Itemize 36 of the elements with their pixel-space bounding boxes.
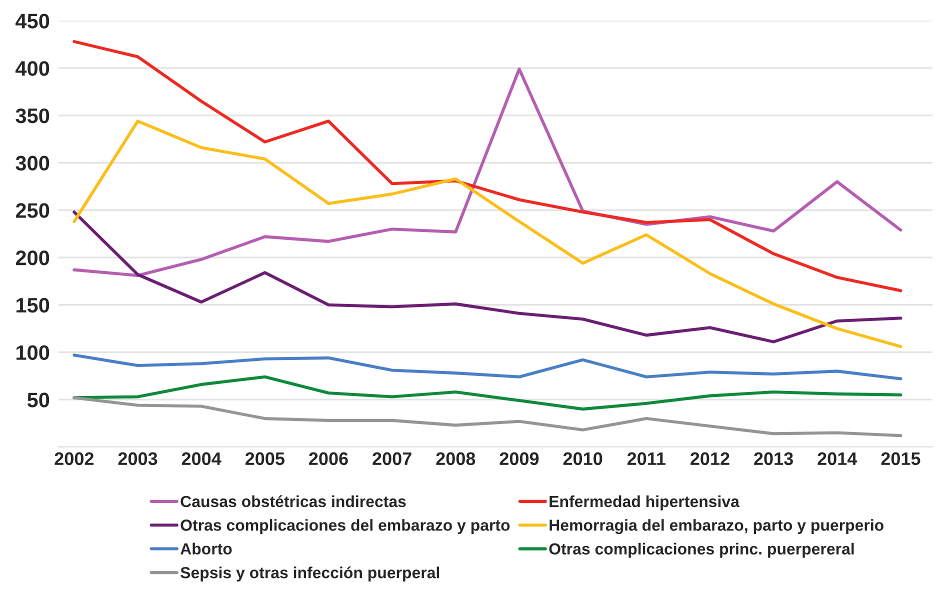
x-tick-label: 2005 xyxy=(245,452,284,466)
y-tick-label: 400 xyxy=(16,61,50,76)
legend-label: Aborto xyxy=(180,542,232,555)
x-tick-label: 2011 xyxy=(627,452,666,466)
x-tick-label: 2015 xyxy=(881,452,920,466)
line-series xyxy=(72,396,902,438)
y-tick-label: 300 xyxy=(16,156,50,171)
y-tick-label: 250 xyxy=(16,203,50,218)
legend-label: Enfermedad hipertensiva xyxy=(550,495,740,510)
x-tick-label: 2006 xyxy=(309,452,348,466)
y-tick-label: 450 xyxy=(16,14,50,28)
legend-label: Causas obstétricas indirectas xyxy=(180,495,406,508)
x-tick-label: 2007 xyxy=(372,452,412,466)
y-tick-label: 150 xyxy=(16,298,50,313)
legend-label: Sepsis y otras infección puerperal xyxy=(180,566,440,582)
x-tick-label: 2010 xyxy=(563,452,602,466)
y-tick-label: 50 xyxy=(27,392,50,408)
legend-label: Hemorragia del embarazo, parto y puerperio xyxy=(550,519,884,534)
x-tick-label: 2009 xyxy=(500,452,539,466)
x-tick-label: 2012 xyxy=(690,452,730,466)
x-tick-label: 2013 xyxy=(754,452,793,466)
x-tick-label: 2004 xyxy=(182,452,222,466)
x-tick-label: 2014 xyxy=(818,452,858,466)
x-tick-label: 2008 xyxy=(436,452,476,466)
line-series xyxy=(72,120,902,348)
y-tick-label: 350 xyxy=(16,108,50,124)
x-tick-label: 2003 xyxy=(118,452,158,466)
line-series xyxy=(72,375,902,411)
x-tick-label: 2002 xyxy=(54,452,94,466)
legend-label: Otras complicaciones del embarazo y parto xyxy=(180,519,510,534)
y-tick-label: 100 xyxy=(16,345,50,360)
y-tick-label: 200 xyxy=(16,250,50,266)
line-series xyxy=(72,40,902,292)
line-series xyxy=(72,210,902,344)
line-series xyxy=(72,354,902,380)
legend-label: Otras complicaciones princ. puerpereral xyxy=(549,542,854,558)
